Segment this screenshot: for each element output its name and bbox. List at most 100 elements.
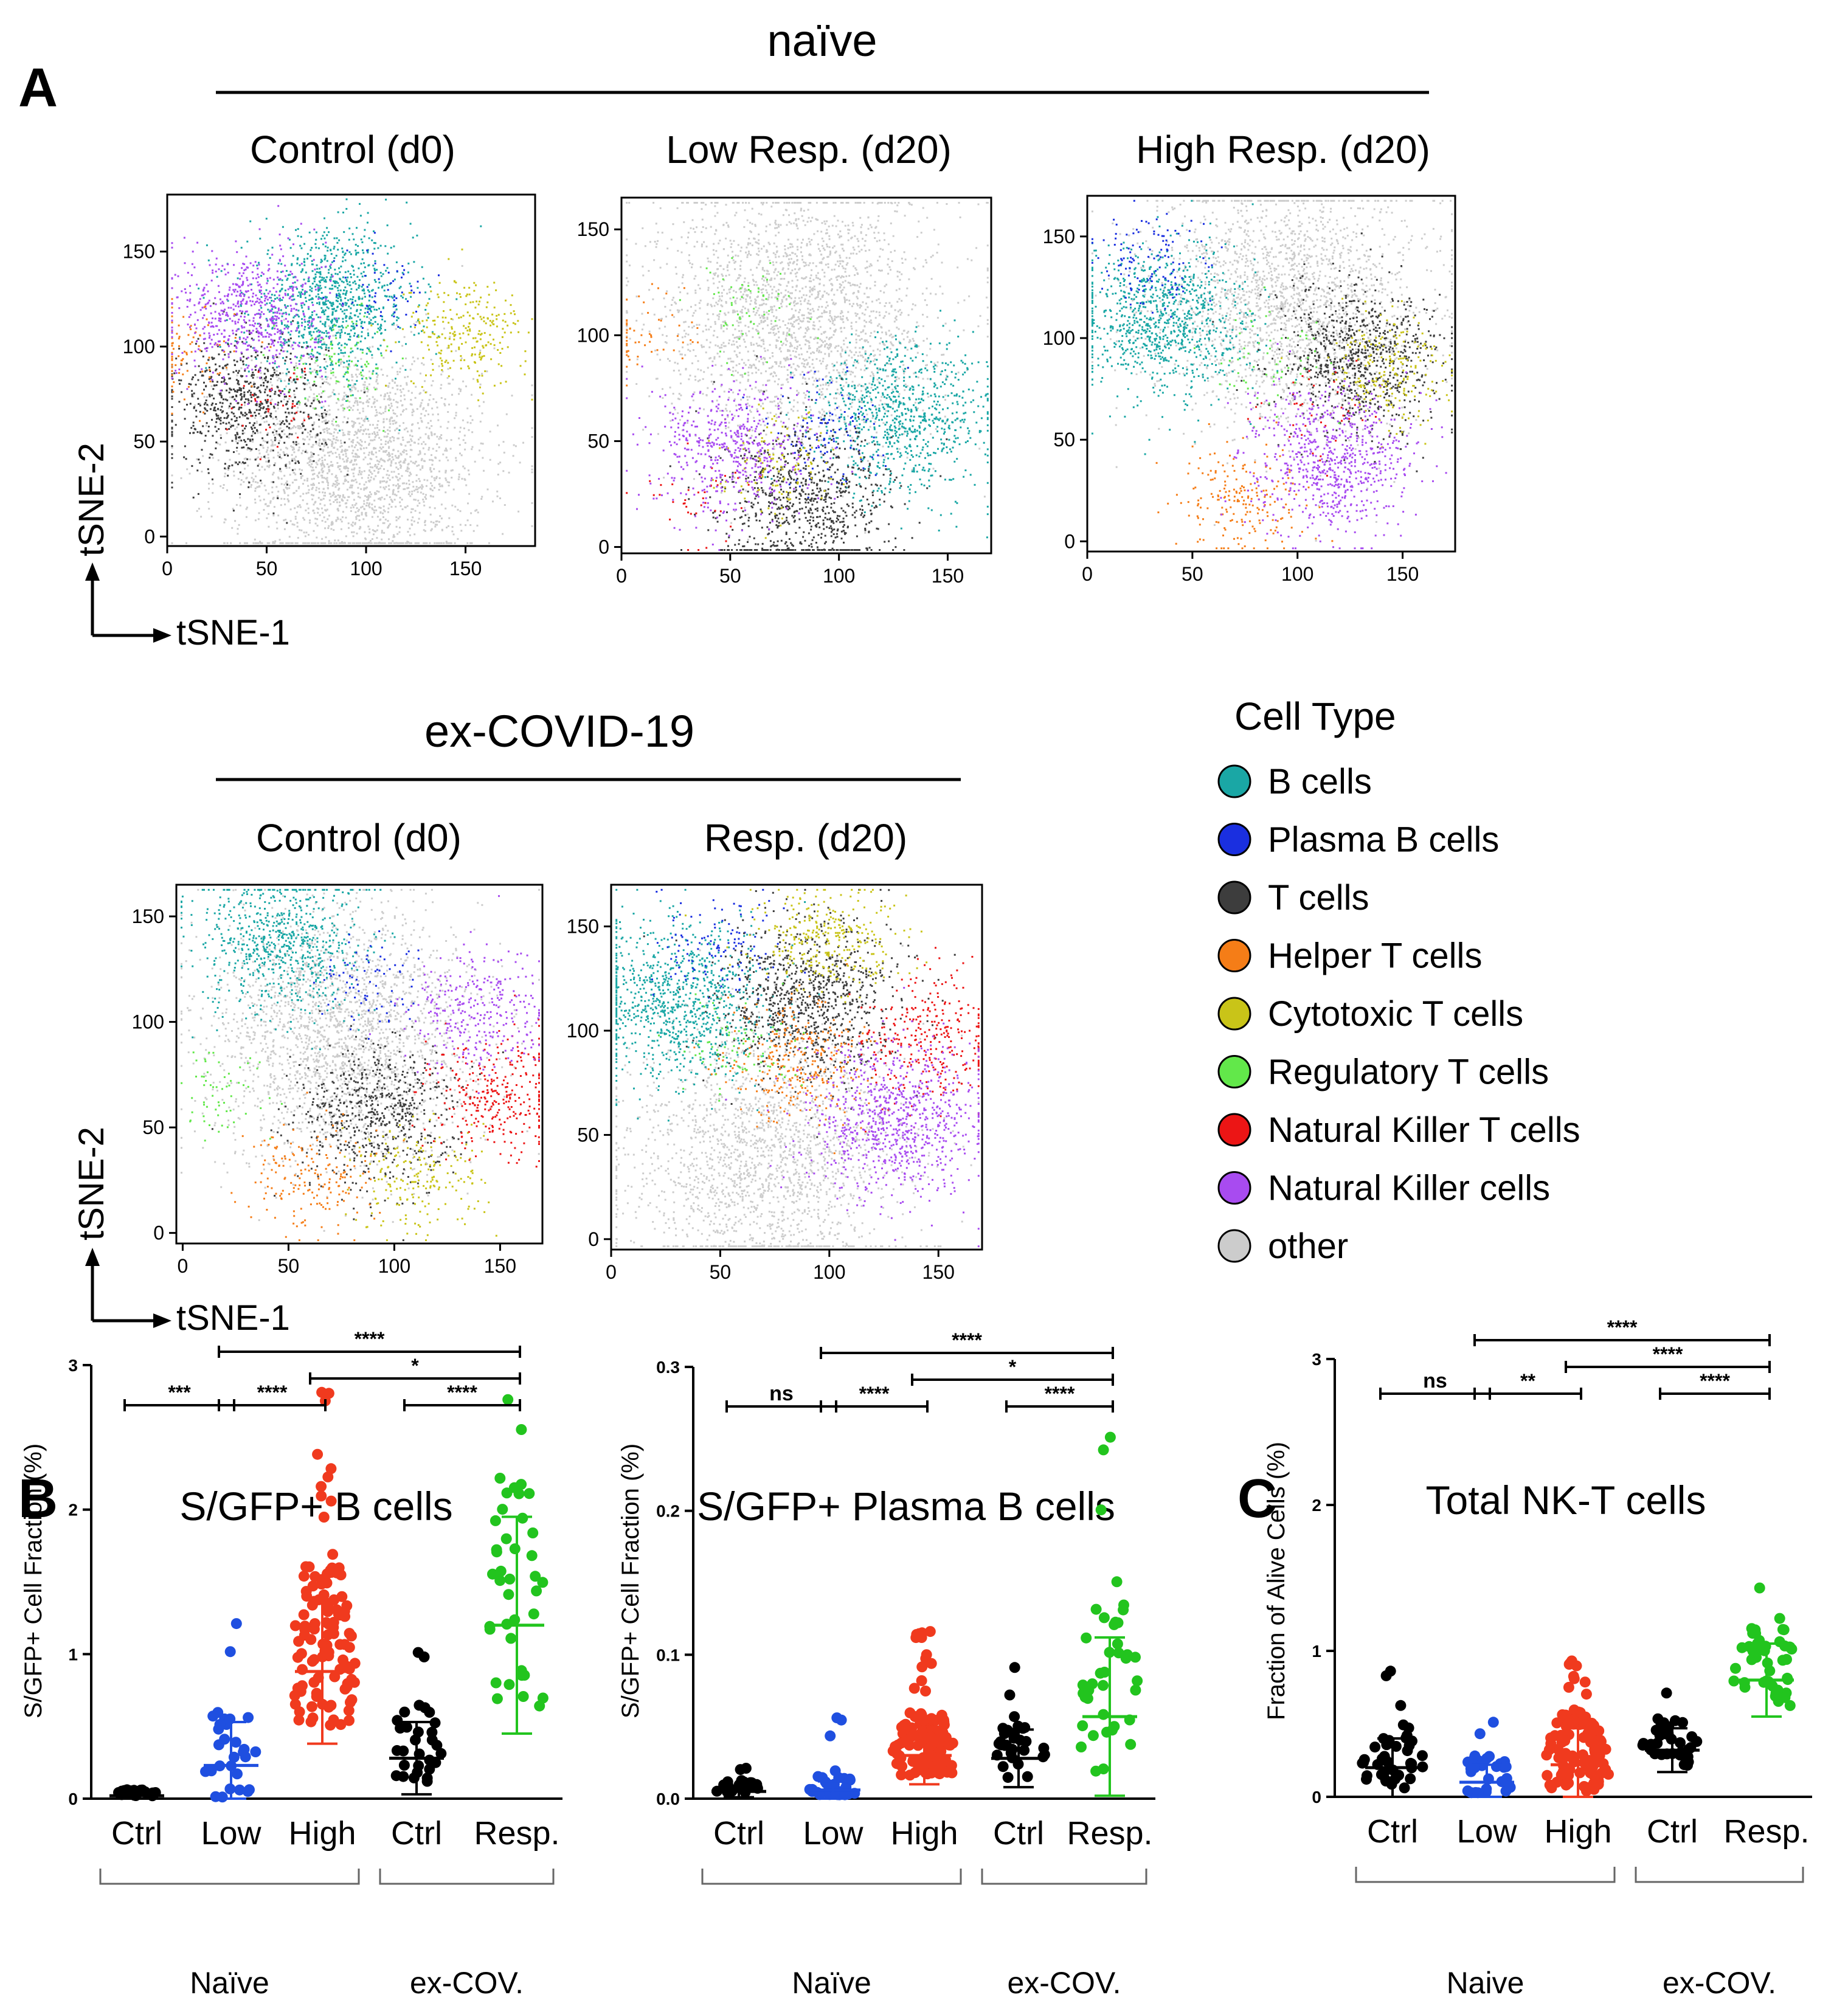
category-label: Resp. (474, 1815, 559, 1852)
data-point (435, 1748, 447, 1759)
data-point (1754, 1582, 1765, 1594)
tsne-points (171, 198, 533, 544)
data-point (1585, 1721, 1596, 1732)
tsne-cluster (643, 888, 956, 1138)
significance-bracket: **** (1005, 1383, 1114, 1413)
data-point (1462, 1785, 1473, 1797)
group-brace (1355, 1867, 1616, 1883)
data-point (234, 1784, 246, 1796)
significance-bracket: ** (1473, 1370, 1582, 1400)
dot-group (484, 1394, 549, 1735)
data-point (327, 1549, 339, 1560)
y-tick-label: 0 (1312, 1788, 1321, 1807)
data-point (298, 1571, 310, 1582)
significance-bracket: **** (1659, 1370, 1771, 1400)
dot-group (1357, 1665, 1428, 1798)
tsne-cluster-points (171, 302, 365, 524)
data-point (1574, 1767, 1586, 1779)
category-label: Ctrl (993, 1815, 1044, 1852)
data-point (1669, 1715, 1681, 1726)
data-point (504, 1679, 515, 1690)
legend-item: B cells (1217, 762, 1372, 801)
data-point (321, 1577, 333, 1589)
y-tick-label: 0 (153, 1222, 164, 1244)
bracket-label: **** (1700, 1370, 1730, 1392)
data-point (243, 1712, 254, 1723)
data-point (1593, 1779, 1604, 1790)
data-point (1098, 1679, 1109, 1691)
data-point (1004, 1689, 1016, 1701)
x-tick-label: 50 (256, 558, 278, 579)
tsne-plot-naive-high-resp: High Resp. (d20) 0 50 100 150 0 50 100 150 (1043, 128, 1456, 585)
data-point (1571, 1660, 1582, 1672)
dotplot-axes: 0 1 2 3 (1312, 1350, 1812, 1807)
group-label-text: ex-COV. (410, 1966, 524, 2000)
data-point (1104, 1431, 1116, 1443)
data-point (418, 1651, 430, 1662)
data-point (343, 1705, 355, 1717)
category-label: High (1544, 1813, 1611, 1850)
y-tick-label: 1 (1312, 1642, 1321, 1661)
tsne-axes: 0 50 100 150 0 50 100 150 (1043, 226, 1419, 585)
tsne-points (1091, 199, 1453, 550)
data-point (1130, 1684, 1141, 1696)
data-point (1594, 1735, 1606, 1746)
legend-item: Helper T cells (1217, 936, 1482, 976)
category-label: Ctrl (391, 1815, 442, 1852)
data-point (330, 1566, 342, 1578)
data-point (311, 1691, 322, 1702)
group-brace (1635, 1867, 1804, 1883)
tsne-axes: 0 50 100 150 0 50 100 150 (132, 905, 516, 1277)
y-tick-label: 2 (1312, 1496, 1321, 1515)
y-tick-label: 100 (567, 1020, 599, 1042)
data-point (1682, 1760, 1693, 1771)
data-point (398, 1760, 410, 1771)
bracket-label: *** (168, 1382, 191, 1403)
data-point (497, 1504, 508, 1515)
data-point (1663, 1728, 1674, 1740)
legend-label: Natural Killer cells (1268, 1169, 1550, 1208)
data-point (318, 1512, 330, 1523)
dotplot-sgfp-b-cells: S/GFP+ B cells S/GFP+ Cell Fraction (%) 0 1… (20, 1328, 562, 2000)
data-point (490, 1677, 502, 1689)
cell-type-legend: Cell Type B cells Plasma B cells T cells He… (1217, 694, 1580, 1266)
data-point (328, 1622, 339, 1633)
data-point (1573, 1706, 1584, 1718)
dotplot-y-label: S/GFP+ Cell Fraction (%) (20, 1444, 47, 1718)
y-tick-label: 3 (68, 1356, 78, 1375)
tsne-cluster-points (643, 888, 956, 1138)
y-tick-label: 150 (577, 218, 609, 240)
data-point (904, 1707, 916, 1718)
data-point (941, 1766, 953, 1778)
tsne-cluster-points (1247, 359, 1377, 477)
data-point (316, 1490, 327, 1502)
data-point (487, 1568, 498, 1580)
data-point (1395, 1700, 1407, 1711)
bracket-label: **** (257, 1382, 288, 1403)
data-point (1098, 1444, 1109, 1456)
legend-swatch (1217, 1113, 1251, 1147)
data-point (1600, 1743, 1611, 1755)
data-point (516, 1665, 527, 1676)
dot-group (1459, 1717, 1516, 1799)
category-label: Ctrl (713, 1815, 764, 1852)
data-point (429, 1717, 441, 1729)
x-tick-label: 100 (378, 1255, 410, 1277)
data-point (1009, 1662, 1020, 1673)
data-point (334, 1664, 346, 1675)
data-point (1081, 1632, 1092, 1644)
tsne-points (181, 888, 540, 1242)
data-point (528, 1608, 539, 1620)
tsne-cluster (171, 205, 344, 406)
x-tick-label: 50 (719, 565, 741, 587)
legend-item: other (1217, 1226, 1348, 1266)
data-point (1020, 1735, 1032, 1747)
group-header-excovid: ex-COVID-19 (424, 706, 694, 756)
data-point (306, 1656, 318, 1667)
group-label: Naïve (99, 1869, 360, 2000)
data-point (398, 1745, 409, 1757)
data-point (207, 1710, 219, 1722)
dot-group (711, 1763, 766, 1799)
data-point (926, 1658, 937, 1669)
data-point (509, 1614, 521, 1625)
